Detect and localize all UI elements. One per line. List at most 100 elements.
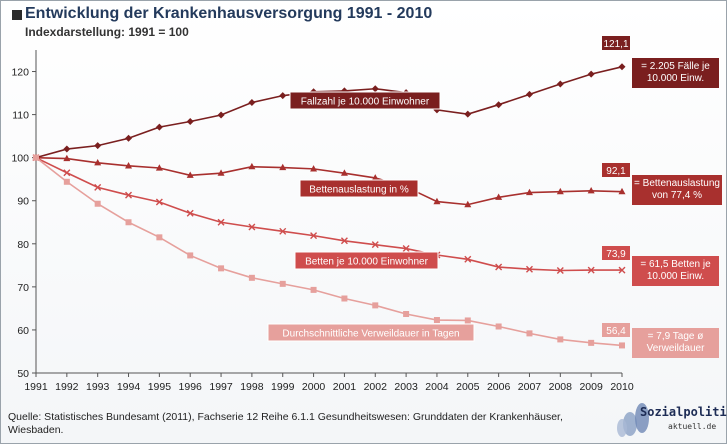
data-point bbox=[557, 336, 564, 343]
data-point bbox=[340, 237, 348, 245]
end-value-box bbox=[602, 246, 630, 260]
data-point bbox=[310, 286, 317, 293]
data-point bbox=[341, 295, 348, 302]
data-point bbox=[156, 234, 163, 241]
series-note-bettenauslastung: = Bettenauslastung von 77,4 % bbox=[632, 175, 722, 205]
x-tick-label: 1993 bbox=[86, 381, 110, 393]
y-tick-label: 60 bbox=[17, 325, 29, 337]
title-bullet-icon bbox=[12, 10, 22, 20]
data-point bbox=[433, 317, 440, 324]
series-label-box bbox=[299, 179, 419, 198]
x-tick-label: 1999 bbox=[271, 381, 295, 393]
logo-text: Sozialpolitik- bbox=[640, 405, 727, 419]
logo-subtext: aktuell.de bbox=[668, 422, 717, 431]
data-point bbox=[310, 232, 318, 240]
data-point bbox=[618, 187, 626, 195]
end-value-box bbox=[602, 163, 630, 177]
data-point bbox=[372, 302, 379, 309]
x-tick-label: 1996 bbox=[179, 381, 203, 393]
data-point bbox=[217, 111, 225, 119]
data-point bbox=[556, 187, 564, 195]
data-point bbox=[525, 90, 533, 98]
x-tick-label: 2005 bbox=[456, 381, 480, 393]
data-point bbox=[94, 183, 102, 191]
data-point bbox=[155, 198, 163, 206]
data-point bbox=[587, 266, 595, 274]
data-point bbox=[371, 174, 379, 181]
y-tick-label: 90 bbox=[17, 196, 29, 208]
data-point bbox=[340, 169, 348, 176]
series-label: Durchschnittliche Verweildauer in Tagen bbox=[282, 329, 459, 340]
chart-subtitle: Indexdarstellung: 1991 = 100 bbox=[25, 25, 189, 39]
x-tick-label: 2000 bbox=[302, 381, 326, 393]
data-point bbox=[279, 163, 287, 171]
data-point bbox=[94, 142, 102, 150]
y-tick-label: 70 bbox=[17, 282, 29, 294]
data-point bbox=[619, 342, 625, 349]
data-point bbox=[217, 169, 225, 176]
x-tick-label: 2007 bbox=[518, 381, 542, 393]
series-note-betten: = 61,5 Betten je 10.000 Einw. bbox=[632, 256, 719, 286]
series-line bbox=[35, 66, 623, 159]
data-point bbox=[248, 162, 256, 170]
series-label-box bbox=[289, 91, 441, 110]
data-point bbox=[63, 145, 71, 153]
data-point bbox=[464, 200, 472, 208]
data-point bbox=[279, 280, 286, 287]
data-point bbox=[464, 317, 471, 324]
data-point bbox=[495, 323, 502, 330]
y-tick-label: 50 bbox=[17, 368, 29, 380]
data-point bbox=[125, 219, 132, 226]
data-point bbox=[310, 165, 318, 172]
data-point bbox=[279, 227, 287, 235]
series-label-box bbox=[267, 323, 475, 342]
data-point bbox=[371, 241, 379, 249]
data-point bbox=[125, 134, 133, 142]
y-tick-label: 100 bbox=[11, 153, 29, 165]
x-tick-label: 2006 bbox=[487, 381, 511, 393]
series-note-verweildauer: = 7,9 Tage ø Verweildauer bbox=[632, 328, 719, 358]
x-tick-label: 1994 bbox=[117, 381, 141, 393]
end-value-label: 92,1 bbox=[606, 166, 626, 177]
x-tick-label: 2003 bbox=[394, 381, 418, 393]
data-point bbox=[63, 169, 71, 177]
x-tick-label: 2001 bbox=[333, 381, 357, 393]
data-point bbox=[525, 265, 533, 273]
end-value-box bbox=[602, 36, 630, 50]
data-point bbox=[94, 200, 101, 207]
data-point bbox=[279, 92, 287, 100]
source-note: Quelle: Statistisches Bundesamt (2011), … bbox=[8, 411, 563, 436]
x-tick-label: 1991 bbox=[24, 381, 48, 393]
y-tick-label: 120 bbox=[11, 67, 29, 79]
x-tick-label: 2009 bbox=[579, 381, 603, 393]
data-point bbox=[187, 252, 194, 259]
x-tick-label: 2004 bbox=[425, 381, 449, 393]
data-point bbox=[248, 223, 256, 231]
data-point bbox=[125, 191, 133, 199]
sozialpolitik-logo bbox=[617, 403, 649, 437]
end-value-label: 73,9 bbox=[606, 249, 626, 260]
data-point bbox=[588, 339, 595, 346]
data-point bbox=[186, 117, 194, 125]
y-tick-label: 80 bbox=[17, 239, 29, 251]
x-tick-label: 2008 bbox=[549, 381, 573, 393]
data-point bbox=[63, 178, 70, 185]
data-point bbox=[495, 263, 503, 271]
data-point bbox=[433, 197, 441, 205]
data-point bbox=[556, 80, 564, 88]
x-tick-label: 1998 bbox=[240, 381, 264, 393]
data-point bbox=[464, 255, 472, 263]
data-point bbox=[125, 162, 133, 169]
x-tick-label: 2010 bbox=[610, 381, 634, 393]
data-point bbox=[556, 267, 564, 274]
data-point bbox=[495, 101, 503, 109]
data-point bbox=[186, 171, 194, 178]
x-tick-label: 1995 bbox=[148, 381, 172, 393]
data-point bbox=[525, 188, 533, 196]
series-label: Betten je 10.000 Einwohner bbox=[305, 257, 429, 268]
series-label: Fallzahl je 10.000 Einwohner bbox=[301, 97, 430, 108]
series-label: Bettenauslastung in % bbox=[309, 185, 409, 196]
x-tick-label: 1997 bbox=[209, 381, 233, 393]
